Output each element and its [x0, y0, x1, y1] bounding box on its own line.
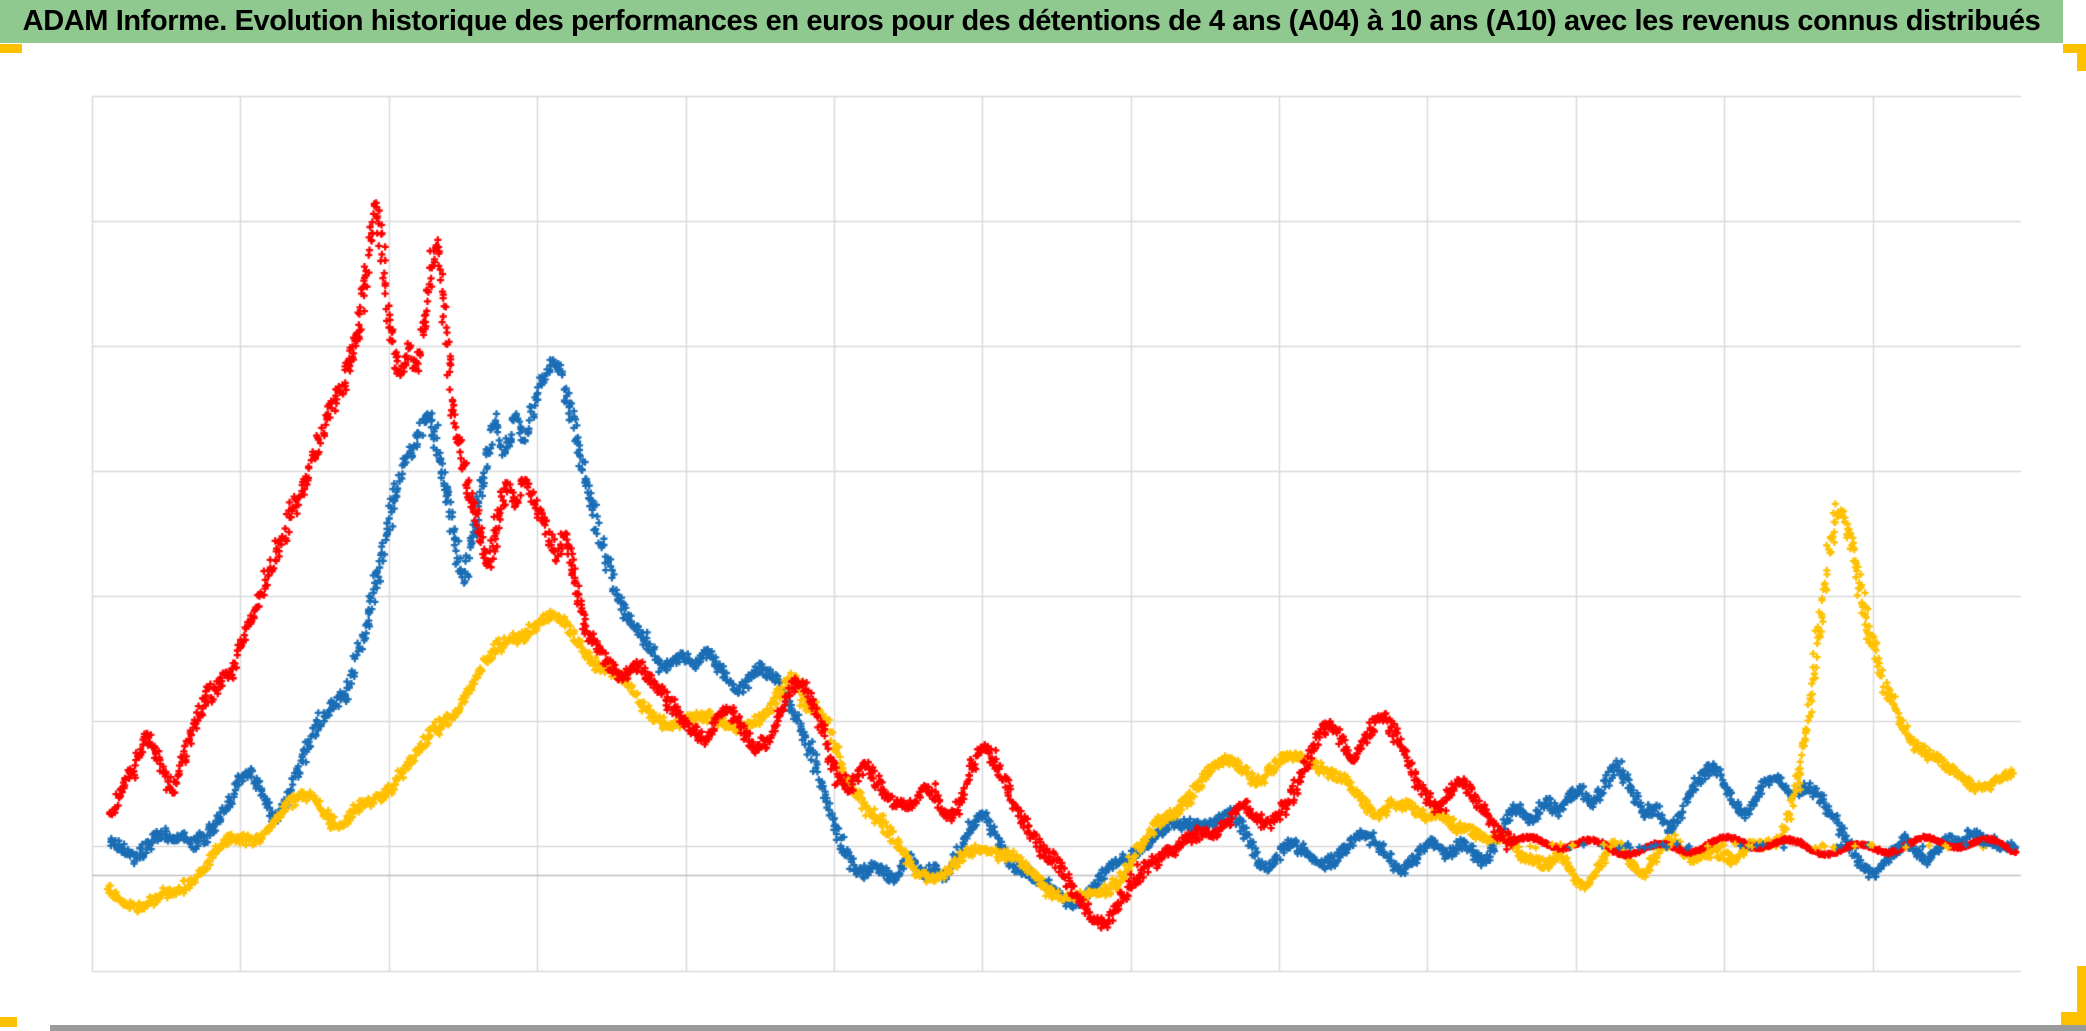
bottom-edge-bar [50, 1025, 2086, 1031]
yellow-accent-bottom-right-vertical [2077, 966, 2086, 1019]
yellow-accent-top-right-vertical [2077, 44, 2086, 71]
yellow-accent-bottom-right-foot [2061, 1012, 2086, 1025]
title-bar: ADAM Informe. Evolution historique des p… [0, 0, 2063, 43]
page-title: ADAM Informe. Evolution historique des p… [22, 5, 2041, 37]
yellow-accent-bottom-left [0, 1017, 17, 1027]
yellow-accent-title-left [0, 44, 22, 53]
yellow-accent-top-right-horizontal [2063, 44, 2086, 53]
